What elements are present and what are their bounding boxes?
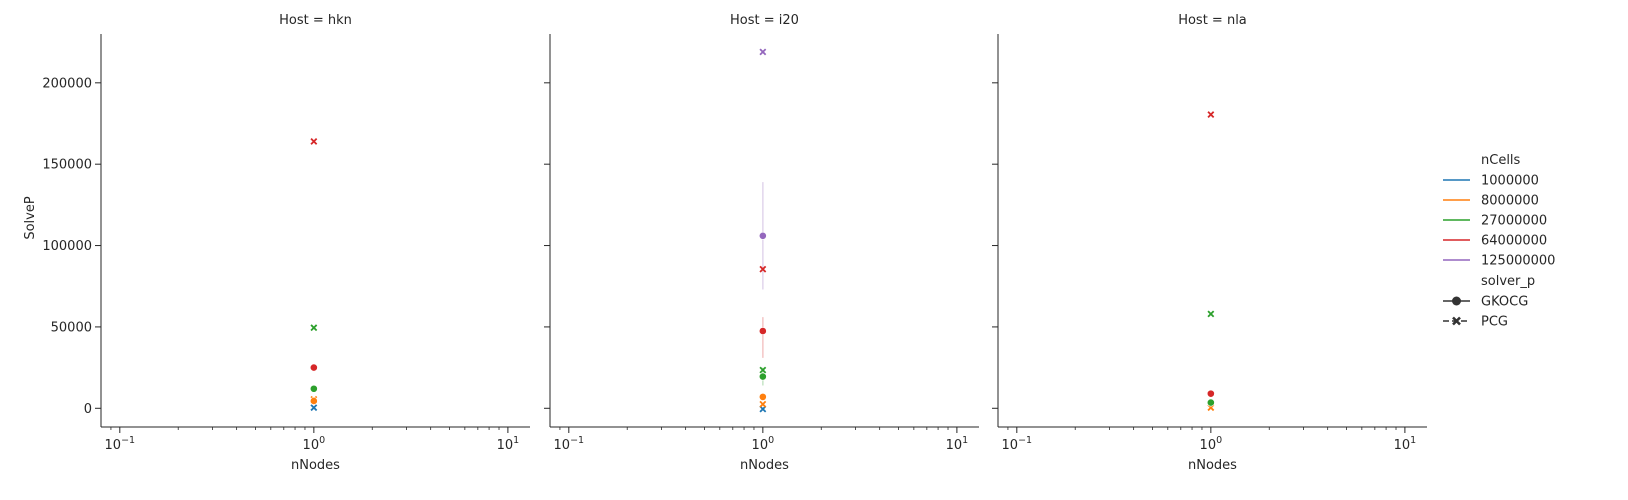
data-point-pcg	[759, 366, 767, 374]
data-point-pcg	[1207, 111, 1215, 118]
x-tick-label: 10−1	[1002, 435, 1033, 453]
data-point-pcg	[310, 404, 318, 412]
legend-style-title: solver_p	[1481, 274, 1535, 289]
x-tick-label: 100	[1200, 435, 1223, 453]
data-point-pcg	[310, 324, 318, 332]
facet-title: Host = hkn	[279, 13, 352, 28]
x-tick-label: 101	[1394, 435, 1417, 453]
x-tick-label: 100	[303, 435, 326, 453]
x-axis-label: nNodes	[740, 458, 789, 473]
x-tick-label: 100	[752, 435, 775, 453]
data-point-gkocg	[1206, 389, 1215, 398]
data-point-pcg	[759, 48, 767, 56]
x-tick-label: 101	[946, 435, 969, 453]
data-point-gkocg	[758, 372, 767, 381]
legend-hue-label: 27000000	[1481, 214, 1547, 229]
legend-hue-label: 1000000	[1481, 174, 1539, 189]
data-point-gkocg	[758, 231, 767, 240]
data-point-pcg	[1207, 310, 1215, 318]
x-tick-label: 101	[497, 435, 520, 453]
x-axis-label: nNodes	[291, 458, 340, 473]
y-tick-label: 100000	[42, 239, 92, 254]
x-axis-label: nNodes	[1188, 458, 1237, 473]
data-point-gkocg	[309, 384, 318, 393]
x-tick-label: 10−1	[554, 435, 585, 453]
data-point-gkocg	[758, 392, 767, 401]
data-point-gkocg	[758, 327, 767, 335]
legend-hue-label: 64000000	[1481, 234, 1547, 249]
data-point-pcg	[759, 400, 767, 408]
legend-hue-label: 125000000	[1481, 254, 1555, 269]
data-point-gkocg	[309, 397, 318, 405]
legend-hue-title: nCells	[1481, 153, 1521, 168]
data-point-gkocg	[309, 363, 318, 372]
x-tick-label: 10−1	[105, 435, 136, 453]
facet-title: Host = i20	[730, 13, 799, 28]
legend-hue-label: 8000000	[1481, 194, 1539, 209]
data-point-pcg	[759, 265, 767, 273]
legend-style-marker	[1452, 316, 1461, 326]
facet-title: Host = nla	[1178, 13, 1247, 28]
data-point-pcg	[310, 137, 318, 145]
y-axis-label: SolveP	[23, 196, 38, 240]
y-tick-label: 200000	[42, 76, 92, 91]
legend-style-label: GKOCG	[1481, 295, 1528, 310]
legend: nCells 1000000 8000000 27000000 64000000 1250…	[1443, 153, 1555, 330]
facet-i20: Host = i20 10−1 100 101 nNodes	[544, 13, 979, 473]
facet-hkn: Host = hkn 0 50000 100000 150000 200000 10−1 10…	[42, 13, 530, 473]
facet-nla: Host = nla 10−1 100 101 nNodes	[992, 13, 1427, 473]
y-tick-label: 150000	[42, 158, 92, 173]
y-tick-label: 50000	[51, 320, 92, 335]
legend-style-label: PCG	[1481, 315, 1508, 330]
y-tick-label: 0	[84, 402, 92, 417]
legend-style-marker	[1452, 296, 1461, 306]
facets-layer: Host = hkn 0 50000 100000 150000 200000 10−1 10…	[42, 13, 1427, 473]
data-point-gkocg	[1206, 398, 1215, 407]
